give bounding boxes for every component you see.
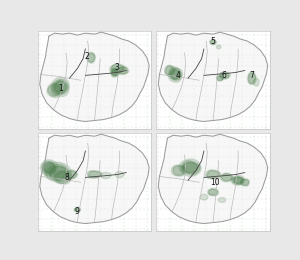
Polygon shape (248, 72, 256, 84)
Polygon shape (118, 67, 127, 74)
Polygon shape (158, 134, 268, 224)
Polygon shape (200, 194, 208, 200)
Polygon shape (179, 159, 201, 177)
Text: 4: 4 (175, 71, 180, 80)
Polygon shape (241, 179, 249, 185)
Text: 1: 1 (58, 84, 63, 93)
Polygon shape (111, 69, 119, 76)
Polygon shape (88, 171, 101, 178)
Polygon shape (231, 176, 245, 185)
Polygon shape (183, 162, 198, 173)
Polygon shape (173, 166, 185, 175)
Polygon shape (219, 72, 230, 79)
Polygon shape (51, 77, 69, 96)
Polygon shape (207, 171, 219, 178)
Polygon shape (181, 161, 200, 175)
Polygon shape (67, 171, 76, 178)
Text: 3: 3 (115, 63, 120, 72)
Polygon shape (171, 165, 186, 176)
Polygon shape (55, 172, 70, 183)
Polygon shape (220, 72, 229, 79)
Polygon shape (248, 73, 255, 84)
Text: 9: 9 (75, 207, 80, 216)
Polygon shape (74, 207, 80, 212)
Polygon shape (220, 173, 233, 182)
Polygon shape (50, 166, 68, 178)
Polygon shape (44, 162, 71, 182)
Polygon shape (240, 179, 249, 186)
Polygon shape (221, 174, 232, 181)
Polygon shape (54, 81, 67, 93)
Text: 8: 8 (65, 173, 70, 182)
Polygon shape (54, 171, 71, 184)
Polygon shape (216, 45, 221, 49)
Polygon shape (112, 69, 118, 75)
Text: 7: 7 (249, 71, 254, 80)
Text: 10: 10 (211, 178, 220, 187)
Polygon shape (40, 160, 58, 176)
Polygon shape (101, 172, 111, 179)
Polygon shape (216, 76, 223, 81)
Text: 2: 2 (84, 52, 89, 61)
Polygon shape (115, 172, 124, 178)
Polygon shape (87, 171, 102, 178)
Polygon shape (40, 32, 149, 121)
Polygon shape (48, 84, 61, 96)
Polygon shape (111, 65, 124, 72)
Polygon shape (253, 78, 259, 86)
Text: 5: 5 (211, 36, 215, 46)
Polygon shape (117, 67, 129, 75)
Polygon shape (210, 40, 216, 44)
Polygon shape (208, 189, 217, 195)
Polygon shape (46, 164, 69, 180)
Text: 6: 6 (222, 71, 227, 80)
Polygon shape (206, 170, 220, 179)
Polygon shape (87, 52, 95, 63)
Polygon shape (66, 170, 78, 179)
Polygon shape (210, 39, 216, 45)
Polygon shape (168, 67, 183, 82)
Polygon shape (110, 68, 120, 77)
Polygon shape (234, 177, 242, 183)
Polygon shape (171, 69, 181, 79)
Polygon shape (218, 198, 226, 203)
Polygon shape (44, 162, 55, 173)
Polygon shape (158, 32, 268, 121)
Polygon shape (217, 76, 223, 80)
Polygon shape (166, 66, 174, 75)
Polygon shape (40, 134, 149, 224)
Polygon shape (88, 53, 94, 62)
Polygon shape (164, 65, 175, 76)
Polygon shape (75, 208, 80, 212)
Polygon shape (47, 83, 62, 98)
Polygon shape (52, 79, 68, 95)
Polygon shape (42, 161, 56, 174)
Polygon shape (208, 188, 219, 196)
Polygon shape (110, 64, 125, 73)
Polygon shape (169, 68, 181, 80)
Polygon shape (232, 177, 244, 185)
